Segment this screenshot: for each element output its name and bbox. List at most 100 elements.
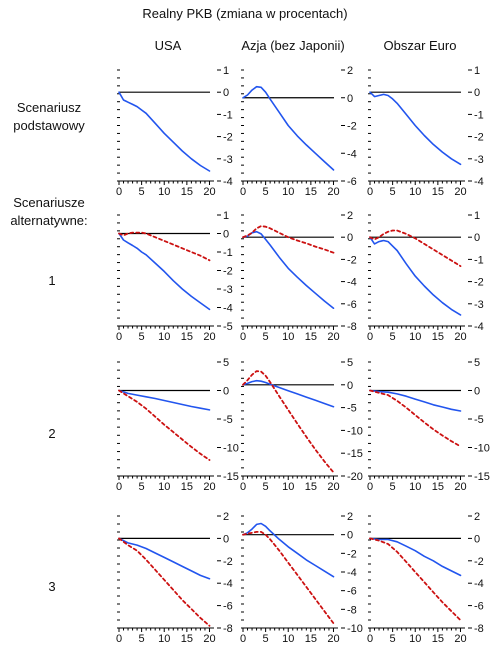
x-tick-label: 15 xyxy=(181,186,193,198)
alternative-scenario-line xyxy=(118,389,211,461)
y-tick-label: -4 xyxy=(223,176,233,188)
y-tick-label: -15 xyxy=(347,448,363,460)
y-tick-label: -4 xyxy=(474,176,484,188)
y-tick-label: -1 xyxy=(223,109,233,121)
row-label-alternative-1: Scenariusze alternatywne: 1 xyxy=(10,195,87,288)
column-title-euro: Obszar Euro xyxy=(384,38,457,53)
y-tick-label: -4 xyxy=(474,321,484,333)
y-tick-label: 2 xyxy=(347,210,353,222)
x-tick-label: 10 xyxy=(282,186,294,198)
alternative-scenario-line xyxy=(369,537,462,622)
x-tick-label: 15 xyxy=(181,481,193,493)
y-tick-label: -2 xyxy=(474,277,484,289)
y-tick-label: -4 xyxy=(474,578,484,590)
baseline-scenario-line xyxy=(369,236,462,316)
baseline-scenario-line xyxy=(369,389,462,412)
y-tick-label: -5 xyxy=(223,414,233,426)
baseline-scenario-line xyxy=(369,537,462,577)
y-tick-label: 0 xyxy=(474,87,480,99)
x-tick-label: 20 xyxy=(203,481,215,493)
x-tick-label: 5 xyxy=(139,331,145,343)
y-tick-label: -15 xyxy=(223,471,239,483)
y-tick-label: -10 xyxy=(347,425,363,437)
y-tick-label: -20 xyxy=(347,471,363,483)
baseline-scenario-line xyxy=(242,230,335,310)
x-tick-label: 0 xyxy=(116,331,122,343)
y-tick-label: 1 xyxy=(223,65,229,77)
x-tick-label: 0 xyxy=(240,633,246,645)
x-tick-label: 15 xyxy=(432,186,444,198)
y-tick-label: -2 xyxy=(223,266,233,278)
x-tick-label: 0 xyxy=(240,481,246,493)
x-tick-label: 10 xyxy=(282,481,294,493)
x-tick-label: 5 xyxy=(263,481,269,493)
x-tick-label: 15 xyxy=(305,331,317,343)
x-tick-label: 15 xyxy=(432,633,444,645)
x-tick-label: 15 xyxy=(305,633,317,645)
y-tick-label: -5 xyxy=(223,321,233,333)
alternative-scenario-line xyxy=(242,531,335,625)
baseline-scenario-line xyxy=(118,91,211,172)
alternative-scenario-line xyxy=(242,225,335,254)
y-tick-label: -6 xyxy=(347,299,357,311)
x-tick-label: 5 xyxy=(390,186,396,198)
y-tick-label: -10 xyxy=(347,623,363,635)
x-tick-label: 0 xyxy=(240,331,246,343)
y-tick-label: 5 xyxy=(347,357,353,369)
alternative-scenario-line xyxy=(118,537,211,627)
y-tick-label: 0 xyxy=(347,530,353,542)
baseline-scenario-line xyxy=(118,389,211,411)
x-tick-label: 0 xyxy=(116,633,122,645)
x-tick-label: 15 xyxy=(432,481,444,493)
figure-title: Realny PKB (zmiana w procentach) xyxy=(142,6,347,21)
x-tick-label: 5 xyxy=(390,331,396,343)
y-tick-label: -5 xyxy=(347,403,357,415)
y-tick-label: -2 xyxy=(474,556,484,568)
x-tick-label: 0 xyxy=(367,481,373,493)
x-tick-label: 0 xyxy=(367,186,373,198)
x-tick-label: 15 xyxy=(181,331,193,343)
y-tick-label: 0 xyxy=(474,386,480,398)
x-tick-label: 15 xyxy=(305,481,317,493)
x-tick-label: 20 xyxy=(327,633,339,645)
x-tick-label: 10 xyxy=(158,186,170,198)
row-label-alternative-line-1: Scenariusze xyxy=(13,195,85,210)
x-tick-label: 15 xyxy=(181,633,193,645)
y-tick-label: 2 xyxy=(223,511,229,523)
y-tick-label: 2 xyxy=(347,511,353,523)
y-tick-label: -8 xyxy=(474,623,484,635)
baseline-scenario-line xyxy=(242,379,335,408)
x-tick-label: 20 xyxy=(454,633,466,645)
y-tick-label: 1 xyxy=(474,210,480,222)
y-tick-label: 5 xyxy=(223,357,229,369)
y-tick-label: 0 xyxy=(347,93,353,105)
y-tick-label: 5 xyxy=(474,357,480,369)
y-tick-label: -4 xyxy=(223,303,233,315)
y-tick-label: -4 xyxy=(223,578,233,590)
y-tick-label: -6 xyxy=(347,176,357,188)
x-tick-label: 10 xyxy=(158,331,170,343)
x-tick-label: 20 xyxy=(203,331,215,343)
x-tick-label: 20 xyxy=(327,331,339,343)
x-tick-label: 5 xyxy=(263,186,269,198)
x-tick-label: 0 xyxy=(367,633,373,645)
x-tick-label: 10 xyxy=(282,633,294,645)
y-tick-label: -8 xyxy=(347,321,357,333)
y-tick-label: -1 xyxy=(474,254,484,266)
x-tick-label: 20 xyxy=(203,186,215,198)
y-tick-label: -2 xyxy=(347,254,357,266)
x-tick-label: 10 xyxy=(409,186,421,198)
y-tick-label: -15 xyxy=(474,471,490,483)
baseline-scenario-line xyxy=(118,232,211,311)
alternative-scenario-line xyxy=(369,389,462,448)
y-tick-label: -4 xyxy=(347,277,357,289)
y-tick-label: -10 xyxy=(223,443,239,455)
